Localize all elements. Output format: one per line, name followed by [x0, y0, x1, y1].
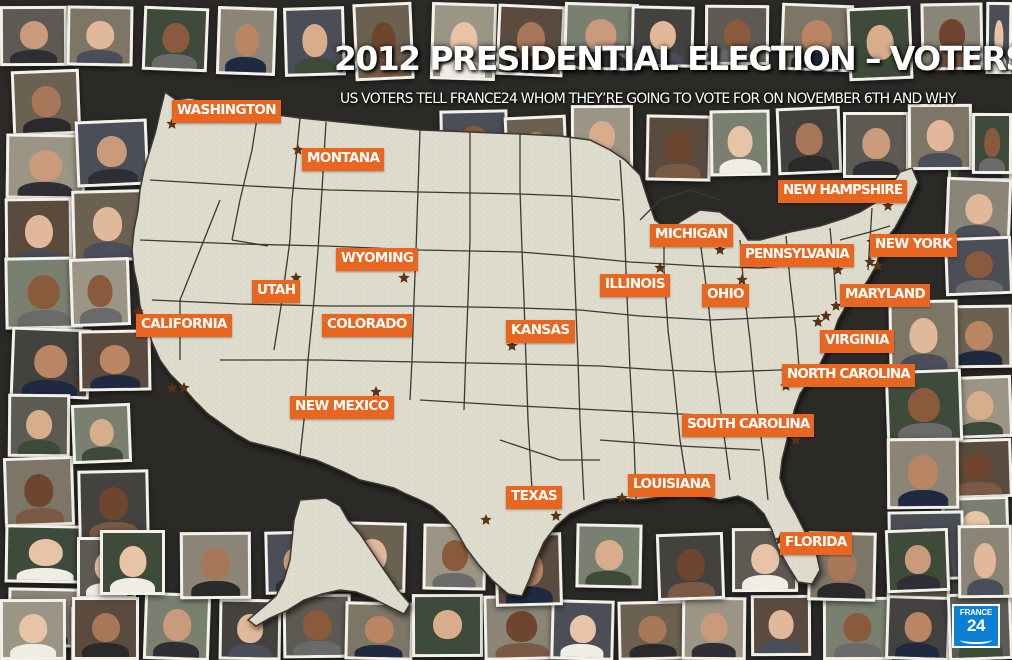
star-icon [654, 262, 666, 273]
photo-subject-body [110, 577, 155, 592]
state-label-pennsylvania[interactable]: PENNSYLVANIA [740, 244, 854, 267]
state-label-south-carolina[interactable]: SOUTH CAROLINA [682, 414, 815, 437]
star-icon [820, 310, 832, 321]
star-icon [714, 244, 726, 255]
photo-subject-face [118, 545, 147, 577]
state-label-new-hampshire[interactable]: NEW HAMPSHIRE [778, 180, 908, 203]
state-label-wyoming[interactable]: WYOMING [336, 248, 419, 271]
logo-brand-text: FRANCE [959, 608, 993, 617]
state-label-ohio[interactable]: OHIO [702, 284, 749, 307]
state-label-louisiana[interactable]: LOUISIANA [628, 474, 716, 497]
star-icon [616, 492, 628, 503]
state-label-new-york[interactable]: NEW YORK [870, 234, 957, 257]
star-icon [812, 316, 824, 327]
state-label-new-mexico[interactable]: NEW MEXICO [290, 396, 394, 419]
star-icon [166, 118, 178, 129]
star-icon [370, 386, 382, 397]
state-label-montana[interactable]: MONTANA [302, 148, 385, 171]
logo-arc [960, 636, 992, 644]
star-icon [736, 274, 748, 285]
france24-logo: FRANCE 24 [952, 604, 1000, 648]
star-icon [872, 260, 884, 271]
star-icon [832, 264, 844, 275]
star-icon [882, 200, 894, 211]
state-label-maryland[interactable]: MARYLAND [840, 284, 931, 307]
star-icon [790, 434, 802, 445]
star-icon [398, 272, 410, 283]
state-label-utah[interactable]: UTAH [252, 280, 301, 303]
logo-number-text: 24 [967, 616, 985, 635]
star-icon [178, 382, 190, 393]
state-label-illinois[interactable]: ILLINOIS [600, 274, 670, 297]
star-icon [550, 510, 562, 521]
star-icon [166, 382, 178, 393]
state-label-washington[interactable]: WASHINGTON [172, 100, 281, 123]
voter-photo[interactable] [100, 530, 165, 595]
star-icon [830, 300, 842, 311]
photo-subject-face [862, 128, 890, 160]
state-label-north-carolina[interactable]: NORTH CAROLINA [782, 364, 915, 387]
alaska-shape [246, 497, 411, 627]
state-label-florida[interactable]: FLORIDA [780, 532, 852, 555]
state-label-michigan[interactable]: MICHIGAN [650, 224, 733, 247]
state-borders [139, 111, 891, 501]
state-label-colorado[interactable]: COLORADO [322, 314, 412, 337]
state-label-kansas[interactable]: KANSAS [506, 320, 575, 343]
state-label-california[interactable]: CALIFORNIA [136, 314, 232, 337]
star-icon [292, 144, 304, 155]
state-label-virginia[interactable]: VIRGINIA [820, 330, 894, 353]
state-label-texas[interactable]: TEXAS [506, 486, 563, 509]
star-icon [506, 340, 518, 351]
photo-subject-body [853, 160, 899, 175]
star-icon [480, 514, 492, 525]
page-title: 2012 PRESIDENTIAL ELECTION – VOTERS’ VOI… [334, 39, 1012, 78]
voter-photo[interactable] [843, 112, 909, 178]
page-subtitle: US VOTERS TELL FRANCE24 WHOM THEY’RE GOI… [340, 91, 956, 107]
